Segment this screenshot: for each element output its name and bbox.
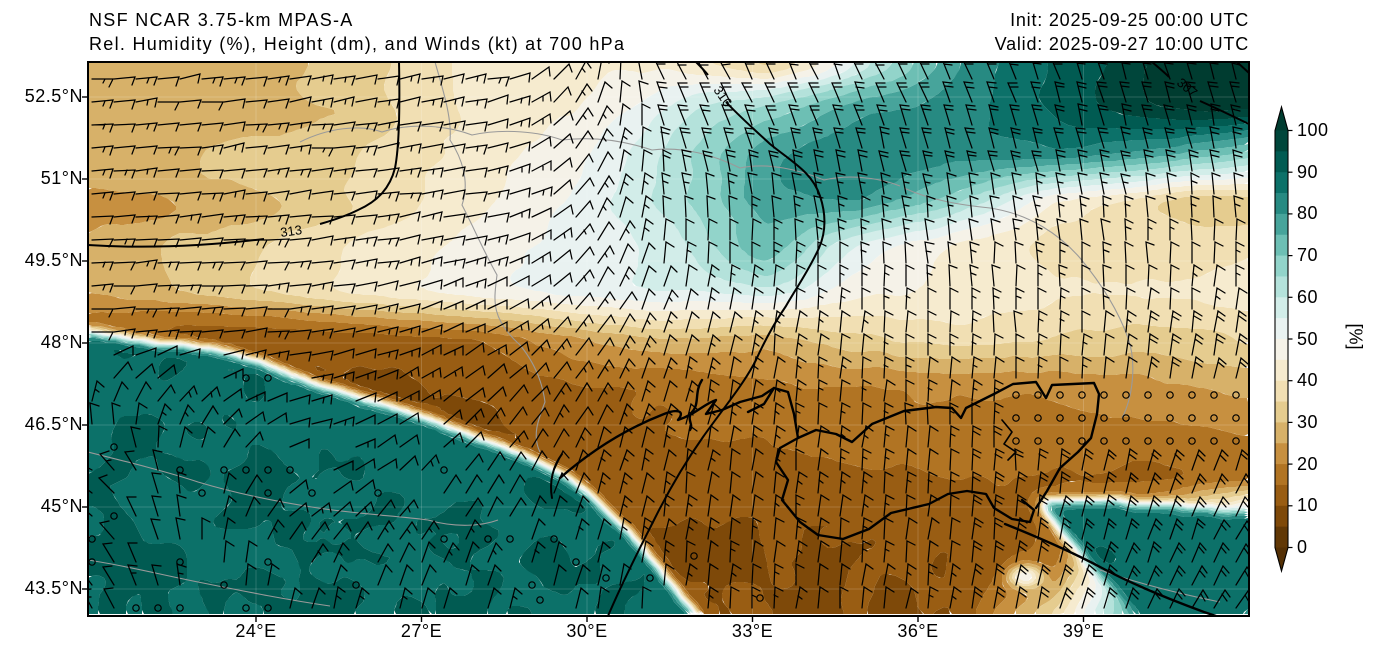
svg-text:313: 313 bbox=[279, 222, 303, 240]
